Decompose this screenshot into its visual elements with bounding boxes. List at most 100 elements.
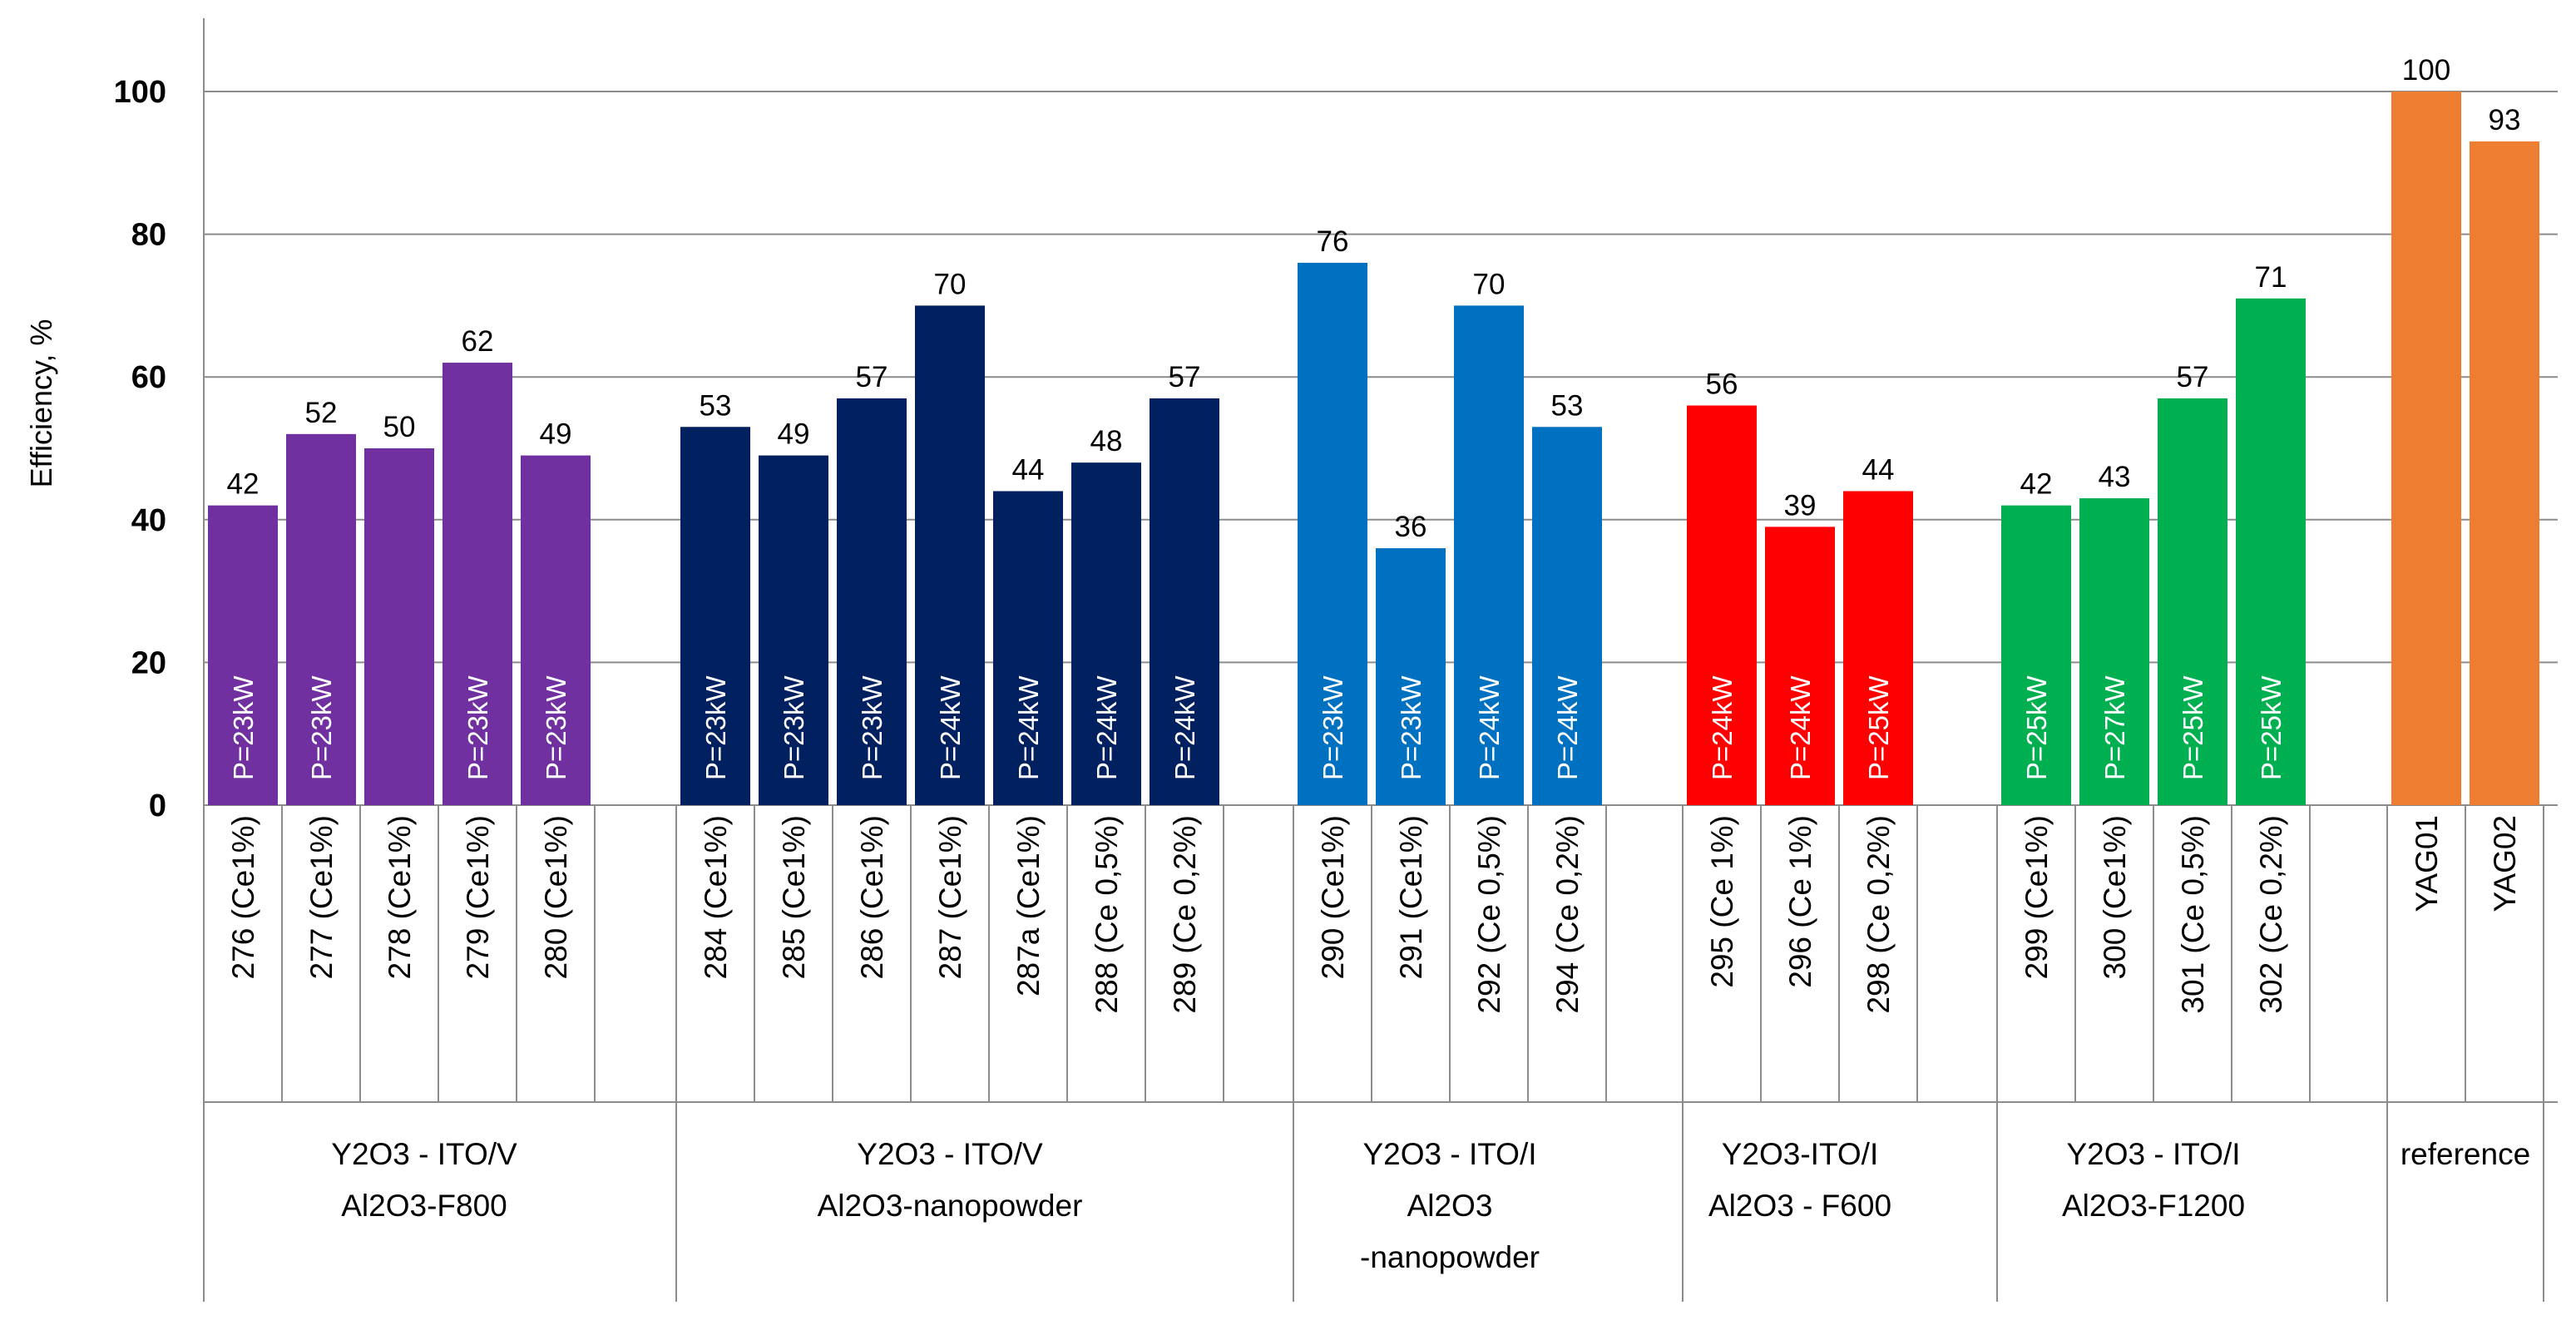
data-label: 56 bbox=[1706, 368, 1738, 401]
bar bbox=[1687, 405, 1757, 805]
power-label: P=23kW bbox=[1396, 675, 1426, 780]
data-label: 49 bbox=[540, 418, 572, 451]
bar bbox=[837, 398, 907, 805]
x-tick-label: 301 (Ce 0,5%) bbox=[2176, 815, 2210, 1014]
data-label: 52 bbox=[305, 397, 338, 429]
x-tick-label: 285 (Ce1%) bbox=[777, 815, 811, 979]
bar bbox=[1765, 527, 1835, 805]
bar bbox=[2079, 498, 2149, 805]
x-tick-label: 288 (Ce 0,5%) bbox=[1090, 815, 1124, 1014]
x-tick-label: 295 (Ce 1%) bbox=[1705, 815, 1739, 988]
data-label: 70 bbox=[934, 268, 967, 300]
data-label: 93 bbox=[2489, 104, 2521, 136]
bar bbox=[1071, 462, 1141, 805]
data-label: 48 bbox=[1090, 425, 1123, 457]
group-label: Y2O3 - ITO/I bbox=[2066, 1137, 2240, 1171]
group-label: Al2O3 bbox=[1407, 1189, 1493, 1223]
data-label: 100 bbox=[2402, 54, 2450, 87]
bar bbox=[2470, 141, 2539, 805]
power-label: P=23kW bbox=[541, 675, 571, 780]
data-label: 44 bbox=[1862, 453, 1895, 486]
power-label: P=23kW bbox=[1318, 675, 1348, 780]
power-label: P=23kW bbox=[228, 675, 259, 780]
data-label: 53 bbox=[700, 389, 732, 422]
bar bbox=[1454, 305, 1524, 805]
data-label: 71 bbox=[2255, 261, 2287, 294]
bar bbox=[2001, 505, 2071, 805]
x-tick-label: 300 (Ce1%) bbox=[2098, 815, 2132, 979]
group-label: Y2O3-ITO/I bbox=[1722, 1137, 1879, 1171]
data-label: 70 bbox=[1473, 268, 1506, 300]
bar bbox=[443, 363, 512, 805]
bar bbox=[1532, 427, 1602, 805]
power-label: P=24kW bbox=[1474, 675, 1505, 780]
power-label: P=25kW bbox=[1863, 675, 1894, 780]
power-label: P=23kW bbox=[306, 675, 337, 780]
y-tick-label: 80 bbox=[131, 218, 166, 253]
bar bbox=[993, 491, 1063, 805]
y-tick-label: 60 bbox=[131, 360, 166, 395]
x-tick-label: 280 (Ce1%) bbox=[539, 815, 573, 979]
x-tick-label: 292 (Ce 0,5%) bbox=[1472, 815, 1506, 1014]
y-tick-label: 0 bbox=[149, 789, 166, 823]
group-label: Al2O3-F1200 bbox=[2062, 1189, 2245, 1223]
power-label: P=24kW bbox=[935, 675, 966, 780]
bar bbox=[521, 455, 591, 805]
data-label: 53 bbox=[1551, 389, 1584, 422]
x-tick-label: 302 (Ce 0,2%) bbox=[2254, 815, 2288, 1014]
bar bbox=[364, 448, 434, 805]
bar bbox=[1376, 548, 1446, 805]
data-label: 44 bbox=[1012, 453, 1045, 486]
group-label: Y2O3 - ITO/I bbox=[1362, 1137, 1536, 1171]
x-tick-label: 278 (Ce1%) bbox=[383, 815, 417, 979]
x-tick-label: YAG02 bbox=[2488, 815, 2522, 912]
power-label: P=23kW bbox=[857, 675, 888, 780]
x-tick-label: 291 (Ce1%) bbox=[1394, 815, 1428, 979]
x-tick-label: 294 (Ce 0,2%) bbox=[1550, 815, 1585, 1014]
x-tick-label: 286 (Ce1%) bbox=[855, 815, 889, 979]
x-tick-label: 296 (Ce 1%) bbox=[1783, 815, 1817, 988]
bar bbox=[286, 433, 356, 805]
bar bbox=[1843, 491, 1913, 805]
group-label: Al2O3-F800 bbox=[341, 1189, 507, 1223]
power-label: P=24kW bbox=[1552, 675, 1583, 780]
data-label: 57 bbox=[1169, 361, 1201, 393]
data-label: 50 bbox=[383, 411, 416, 443]
group-label: Al2O3 - F600 bbox=[1708, 1189, 1891, 1223]
y-tick-label: 100 bbox=[114, 75, 166, 110]
data-label: 43 bbox=[2099, 461, 2131, 493]
x-tick-label: YAG01 bbox=[2410, 815, 2444, 912]
data-label: 57 bbox=[2177, 361, 2209, 393]
x-tick-label: 279 (Ce1%) bbox=[461, 815, 495, 979]
x-tick-label: 284 (Ce1%) bbox=[699, 815, 733, 979]
group-label: Al2O3-nanopowder bbox=[818, 1189, 1083, 1223]
power-label: P=23kW bbox=[779, 675, 809, 780]
bar bbox=[2236, 298, 2306, 805]
axes: 0 20 40 60 80 100 bbox=[114, 18, 2558, 1302]
bar-series: 42 P=23kW 52 P=23kW 50 62 P=23kW 49 P=23kW 53 P=23… bbox=[208, 54, 2539, 805]
group-label: reference bbox=[2400, 1137, 2530, 1171]
bar bbox=[1298, 262, 1367, 805]
power-label: P=24kW bbox=[1013, 675, 1044, 780]
x-tick-label: 298 (Ce 0,2%) bbox=[1862, 815, 1896, 1014]
bar bbox=[759, 455, 828, 805]
x-tick-label: 277 (Ce1%) bbox=[304, 815, 339, 979]
power-label: P=23kW bbox=[462, 675, 493, 780]
power-label: P=24kW bbox=[1707, 675, 1738, 780]
x-tick-label: 290 (Ce1%) bbox=[1316, 815, 1350, 979]
power-label: P=23kW bbox=[700, 675, 731, 780]
data-label: 36 bbox=[1395, 511, 1427, 543]
power-label: P=24kW bbox=[1169, 675, 1200, 780]
power-label: P=24kW bbox=[1091, 675, 1122, 780]
bar bbox=[208, 505, 278, 805]
x-tick-label: 289 (Ce 0,2%) bbox=[1168, 815, 1202, 1014]
data-label: 57 bbox=[856, 361, 888, 393]
x-tick-label: 276 (Ce1%) bbox=[226, 815, 260, 979]
group-label: -nanopowder bbox=[1360, 1240, 1540, 1274]
x-tick-label: 299 (Ce1%) bbox=[2020, 815, 2054, 979]
group-label: Y2O3 - ITO/V bbox=[331, 1137, 517, 1171]
bar bbox=[680, 427, 750, 805]
bar bbox=[2158, 398, 2227, 805]
x-tick-label: 287 (Ce1%) bbox=[933, 815, 967, 979]
